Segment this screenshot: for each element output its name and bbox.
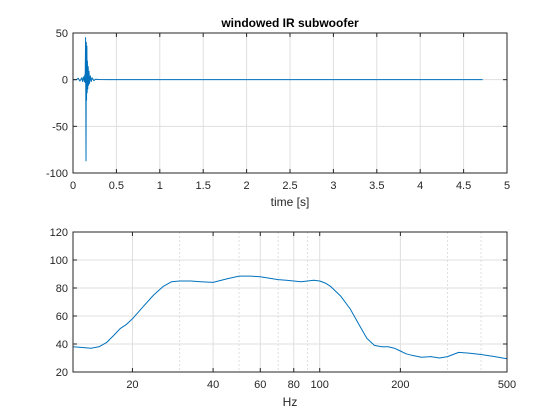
impulse-response-x-tick-label: 2.5	[282, 180, 297, 192]
frequency-response-x-tick-label: 80	[288, 379, 300, 391]
impulse-response-ticks: 0 0.5 1 1.5 2 2.5 3 3.5 4 4.5 5 -100 -50 0 50	[46, 28, 510, 192]
impulse-response-x-tick-label: 1.5	[196, 180, 211, 192]
impulse-response-y-tick-label: -50	[52, 121, 68, 133]
frequency-response-y-tick-label: 20	[56, 367, 68, 379]
frequency-response-y-tick-label: 100	[50, 255, 68, 267]
impulse-response-x-tick-label: 4	[417, 180, 423, 192]
impulse-response-x-tick-label: 4.5	[456, 180, 471, 192]
impulse-response-title: windowed IR subwoofer	[220, 16, 359, 30]
frequency-response-x-tick-label: 100	[311, 379, 329, 391]
frequency-response-x-tick-label: 40	[207, 379, 219, 391]
frequency-response-ticks: 20 40 60 80 100 200 500 20 40 60 80 100 120	[50, 227, 517, 391]
frequency-response-x-tick-label: 20	[126, 379, 138, 391]
frequency-response-axes: 20 40 60 80 100 200 500 20 40 60 80 100 120 Hz	[50, 227, 517, 409]
frequency-response-x-tick-label: 60	[254, 379, 266, 391]
impulse-response-x-tick-label: 3.5	[369, 180, 384, 192]
frequency-response-y-tick-label: 40	[56, 339, 68, 351]
impulse-response-axes: 0 0.5 1 1.5 2 2.5 3 3.5 4 4.5 5 -100 -50 0 50 windowed…	[46, 16, 510, 209]
impulse-response-x-tick-label: 0	[70, 180, 76, 192]
frequency-response-y-tick-label: 120	[50, 227, 68, 239]
frequency-response-plot-area	[72, 275, 508, 360]
impulse-response-x-axis-label: time [s]	[271, 195, 310, 209]
impulse-response-series-line	[73, 37, 483, 162]
impulse-response-x-tick-label: 2	[244, 180, 250, 192]
frequency-response-x-axis-label: Hz	[283, 395, 298, 409]
frequency-response-x-tick-label: 200	[391, 379, 409, 391]
impulse-response-plot-area	[73, 37, 483, 162]
frequency-response-y-tick-label: 60	[56, 311, 68, 323]
frequency-response-series-line	[72, 275, 508, 360]
frequency-response-axes-box	[72, 231, 508, 373]
impulse-response-x-tick-label: 3	[330, 180, 336, 192]
impulse-response-x-tick-label: 5	[504, 180, 510, 192]
frequency-response-y-tick-label: 80	[56, 283, 68, 295]
impulse-response-y-tick-label: 0	[62, 75, 68, 87]
impulse-response-y-tick-label: 50	[56, 28, 68, 40]
impulse-response-x-tick-label: 0.5	[109, 180, 124, 192]
impulse-response-y-tick-label: -100	[46, 168, 68, 180]
frequency-response-x-tick-label: 500	[498, 379, 516, 391]
impulse-response-x-tick-label: 1	[157, 180, 163, 192]
